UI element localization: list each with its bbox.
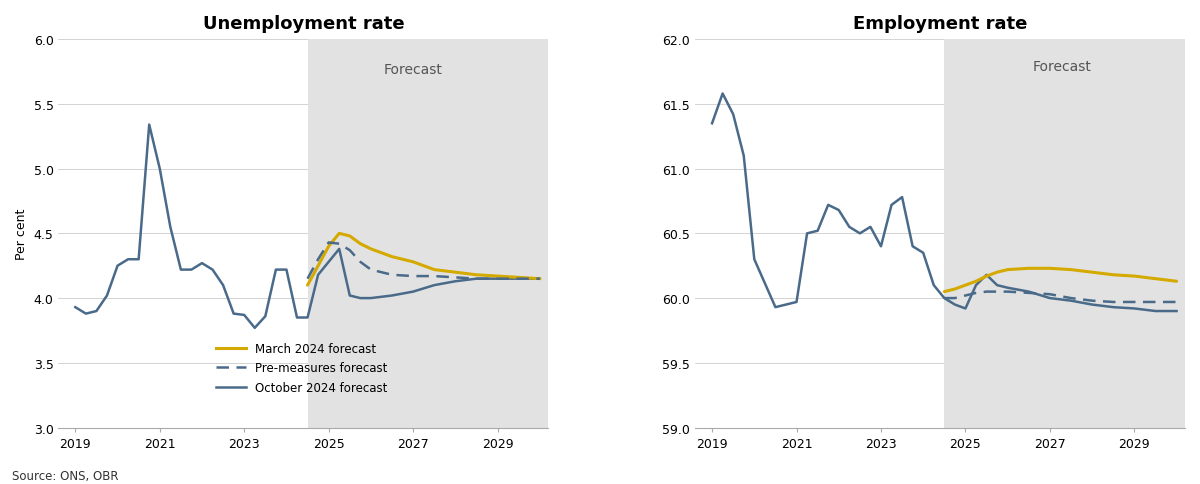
- Text: Forecast: Forecast: [384, 63, 443, 77]
- Legend: March 2024 forecast, Pre-measures forecast, October 2024 forecast: March 2024 forecast, Pre-measures foreca…: [211, 337, 392, 398]
- Title: Unemployment rate: Unemployment rate: [203, 15, 404, 33]
- Bar: [307, 40, 548, 428]
- Text: Forecast: Forecast: [1033, 60, 1092, 74]
- Y-axis label: Per cent: Per cent: [14, 208, 28, 259]
- Bar: [944, 40, 1184, 428]
- Title: Employment rate: Employment rate: [853, 15, 1027, 33]
- Text: Source: ONS, OBR: Source: ONS, OBR: [12, 469, 119, 482]
